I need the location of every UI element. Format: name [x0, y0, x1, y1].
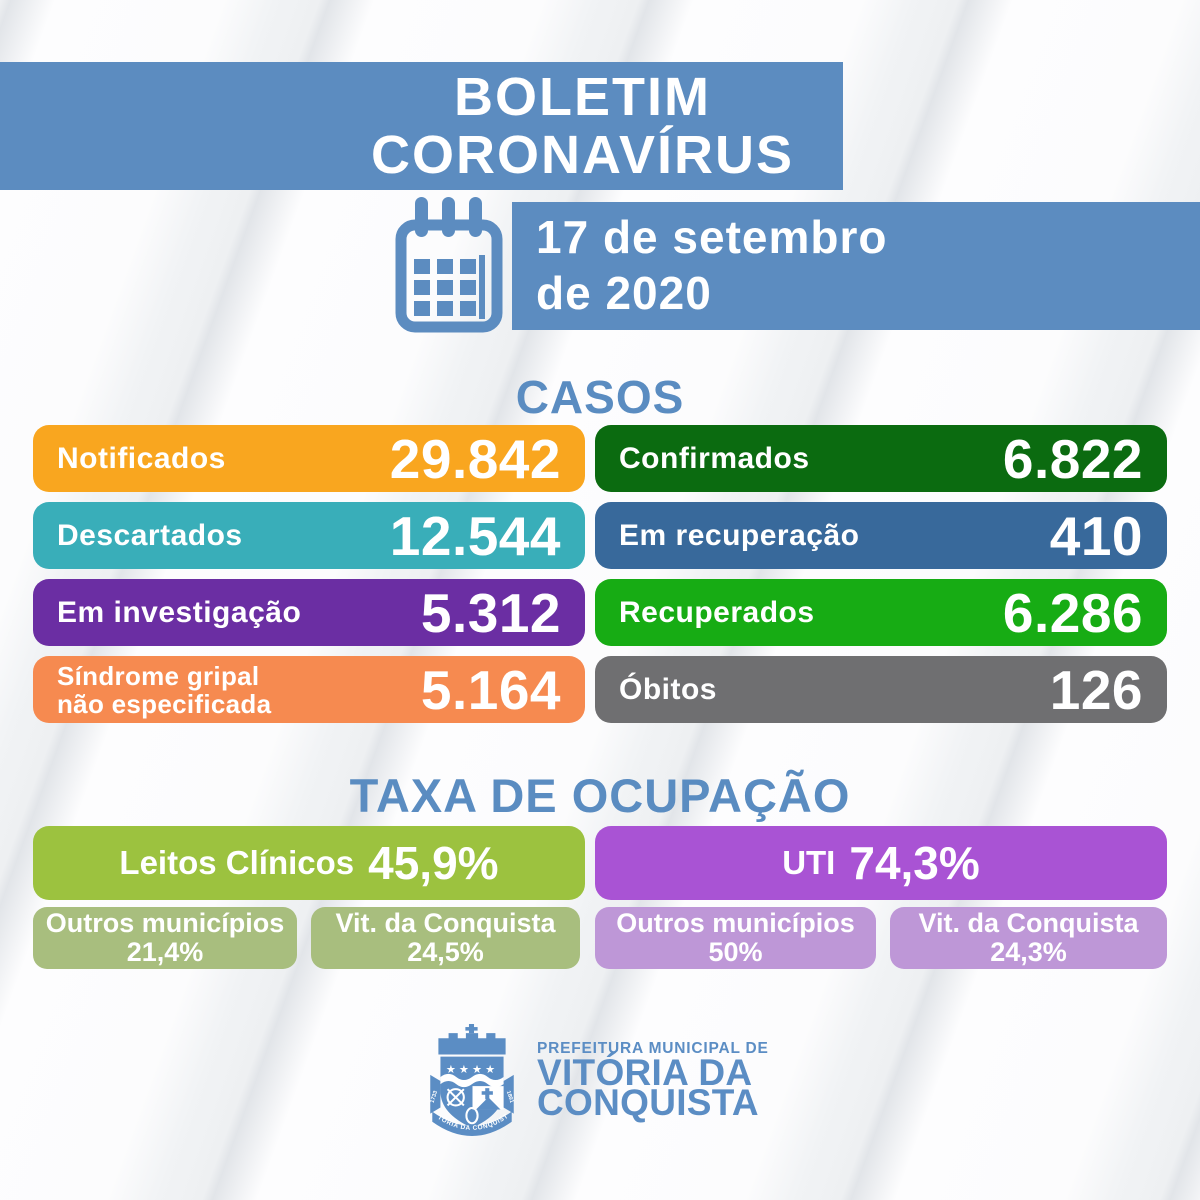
occupancy-sub-icu-other-cities: Outros municípios 50%	[595, 907, 876, 969]
occupancy-value: 45,9%	[368, 837, 499, 889]
calendar-icon	[395, 197, 503, 333]
occupancy-sub-clinical-vitoria: Vit. da Conquista 24,5%	[311, 907, 580, 969]
stat-value: 6.286	[1002, 581, 1143, 644]
sub-label: Outros municípios	[45, 908, 285, 938]
date-line-2: de 2020	[536, 267, 712, 319]
stat-bar-descartados: Descartados 12.544	[33, 502, 585, 569]
stat-label: Descartados	[57, 518, 243, 552]
stat-bar-em-recuperacao: Em recuperação 410	[595, 502, 1167, 569]
stat-bar-sindrome-gripal: Síndrome gripal não especificada 5.164	[33, 656, 585, 723]
sub-value: 21,4%	[126, 937, 204, 967]
bulletin-date: 17 de setembro de 2020	[512, 202, 1200, 321]
sub-value: 24,3%	[990, 937, 1067, 967]
logo-line-big-2: CONQUISTA	[537, 1082, 759, 1123]
title-banner: BOLETIM CORONAVÍRUS	[0, 62, 843, 190]
stat-value: 5.312	[420, 581, 561, 644]
stat-value: 126	[1049, 658, 1143, 721]
title-line-2: CORONAVÍRUS	[370, 125, 795, 185]
stat-value: 6.822	[1002, 427, 1143, 490]
logo-line-small: PREFEITURA MUNICIPAL DE	[537, 1040, 769, 1057]
stat-label: Síndrome gripal não especificada	[57, 662, 271, 718]
occupancy-sub-clinical-other-cities: Outros municípios 21,4%	[33, 907, 297, 969]
sub-label: Vit. da Conquista	[335, 908, 556, 938]
crest-year-left: 1733	[430, 1090, 440, 1104]
occupancy-value: 74,3%	[849, 837, 980, 889]
occupancy-heading: TAXA DE OCUPAÇÃO	[349, 769, 851, 822]
occupancy-bar-clinical-beds: Leitos Clínicos 45,9%	[33, 826, 585, 900]
city-crest-icon: ★★★★ VITÓRIA DA CONQUISTA 1733 1891	[426, 1024, 515, 1136]
stat-label: Recuperados	[619, 595, 815, 629]
stat-bar-confirmados: Confirmados 6.822	[595, 425, 1167, 492]
stat-label: Em investigação	[57, 595, 302, 629]
crest-year-right: 1891	[505, 1090, 515, 1104]
cases-column-left: Notificados 29.842 Descartados 12.544 Em…	[33, 425, 585, 723]
sub-value: 50%	[708, 937, 763, 967]
stat-bar-notificados: Notificados 29.842	[33, 425, 585, 492]
stat-value: 5.164	[420, 658, 561, 721]
title-line-1: BOLETIM	[454, 67, 711, 127]
occupancy-label: Leitos Clínicos	[119, 844, 355, 881]
stat-bar-recuperados: Recuperados 6.286	[595, 579, 1167, 646]
stat-label: Óbitos	[619, 672, 717, 706]
stat-label: Notificados	[57, 441, 226, 475]
sub-label: Vit. da Conquista	[918, 908, 1139, 938]
stat-value: 29.842	[389, 427, 561, 490]
occupancy-label: UTI	[782, 844, 836, 881]
stat-bar-obitos: Óbitos 126	[595, 656, 1167, 723]
city-hall-logo-text: PREFEITURA MUNICIPAL DE VITÓRIA DA CONQU…	[537, 1040, 769, 1123]
stat-label: Confirmados	[619, 441, 810, 475]
stat-label-line-1: Síndrome gripal	[57, 660, 260, 691]
sub-label: Outros municípios	[616, 908, 855, 938]
cases-column-right: Confirmados 6.822 Em recuperação 410 Rec…	[595, 425, 1167, 723]
date-banner: 17 de setembro de 2020	[512, 202, 1200, 330]
date-line-1: 17 de setembro	[536, 211, 888, 263]
stat-label: Em recuperação	[619, 518, 860, 552]
cases-heading: CASOS	[515, 371, 685, 423]
svg-text:★★★★: ★★★★	[446, 1063, 498, 1076]
occupancy-bar-icu: UTI 74,3%	[595, 826, 1167, 900]
stat-value: 12.544	[389, 504, 561, 567]
logo-line-big-1: VITÓRIA DA	[537, 1052, 753, 1093]
sub-value: 24,5%	[407, 937, 484, 967]
occupancy-sub-icu-vitoria: Vit. da Conquista 24,3%	[890, 907, 1167, 969]
stat-bar-em-investigacao: Em investigação 5.312	[33, 579, 585, 646]
stat-label-line-2: não especificada	[57, 688, 272, 719]
page-title: BOLETIM CORONAVÍRUS	[330, 68, 835, 184]
stat-value: 410	[1049, 504, 1143, 567]
